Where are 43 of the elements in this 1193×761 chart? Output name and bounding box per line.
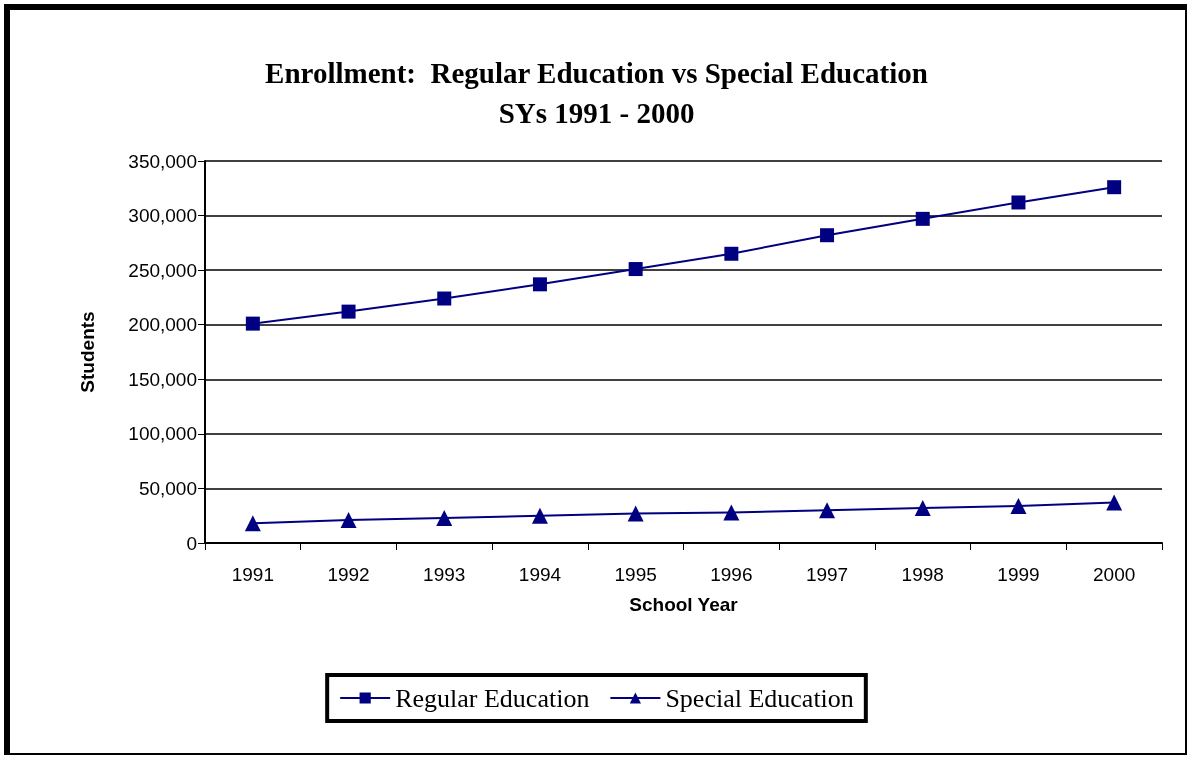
y-tick-label: 150,000 xyxy=(128,368,197,390)
point xyxy=(914,500,931,517)
point xyxy=(819,502,836,519)
y-tick-label: 250,000 xyxy=(128,259,197,281)
x-tick-label: 1992 xyxy=(327,564,370,585)
x-tick-label: 1993 xyxy=(423,564,466,585)
x-tick-label: 1996 xyxy=(710,564,753,585)
x-tick-label: 1998 xyxy=(901,564,944,585)
y-tick-label: 100,000 xyxy=(128,423,197,445)
point xyxy=(340,512,357,529)
y-tick-label: 0 xyxy=(186,532,197,554)
legend-label: Regular Education xyxy=(395,683,590,713)
point xyxy=(627,505,644,522)
x-tick-label: 1991 xyxy=(231,564,274,585)
y-tick-label: 300,000 xyxy=(128,205,197,227)
point xyxy=(244,515,261,532)
x-tick-label: 1997 xyxy=(805,564,849,585)
x-tick-label: 1999 xyxy=(997,564,1040,585)
point xyxy=(245,316,260,331)
x-tick-label: 1995 xyxy=(614,564,657,585)
point xyxy=(915,211,930,226)
point xyxy=(341,304,356,319)
point xyxy=(436,509,453,526)
x-axis-title: School Year xyxy=(629,594,739,615)
point xyxy=(1106,494,1123,511)
point xyxy=(437,291,452,306)
y-axis-title: Students xyxy=(77,311,98,393)
point xyxy=(1010,497,1027,514)
point xyxy=(628,262,643,277)
x-tick-label: 1994 xyxy=(518,564,562,585)
x-tick-label: 2000 xyxy=(1093,564,1136,585)
point xyxy=(1107,180,1122,195)
legend-label: Special Education xyxy=(665,683,854,713)
point xyxy=(723,504,740,521)
y-tick-label: 350,000 xyxy=(128,150,197,172)
point xyxy=(1011,195,1026,210)
y-tick-label: 50,000 xyxy=(138,477,197,499)
point xyxy=(532,277,547,292)
point xyxy=(820,228,835,243)
y-tick-label: 200,000 xyxy=(128,314,197,336)
point xyxy=(724,246,739,261)
chart-title: Enrollment: Regular Education vs Special Education SYs 1991 - 2000 xyxy=(265,57,928,129)
point xyxy=(531,507,548,524)
